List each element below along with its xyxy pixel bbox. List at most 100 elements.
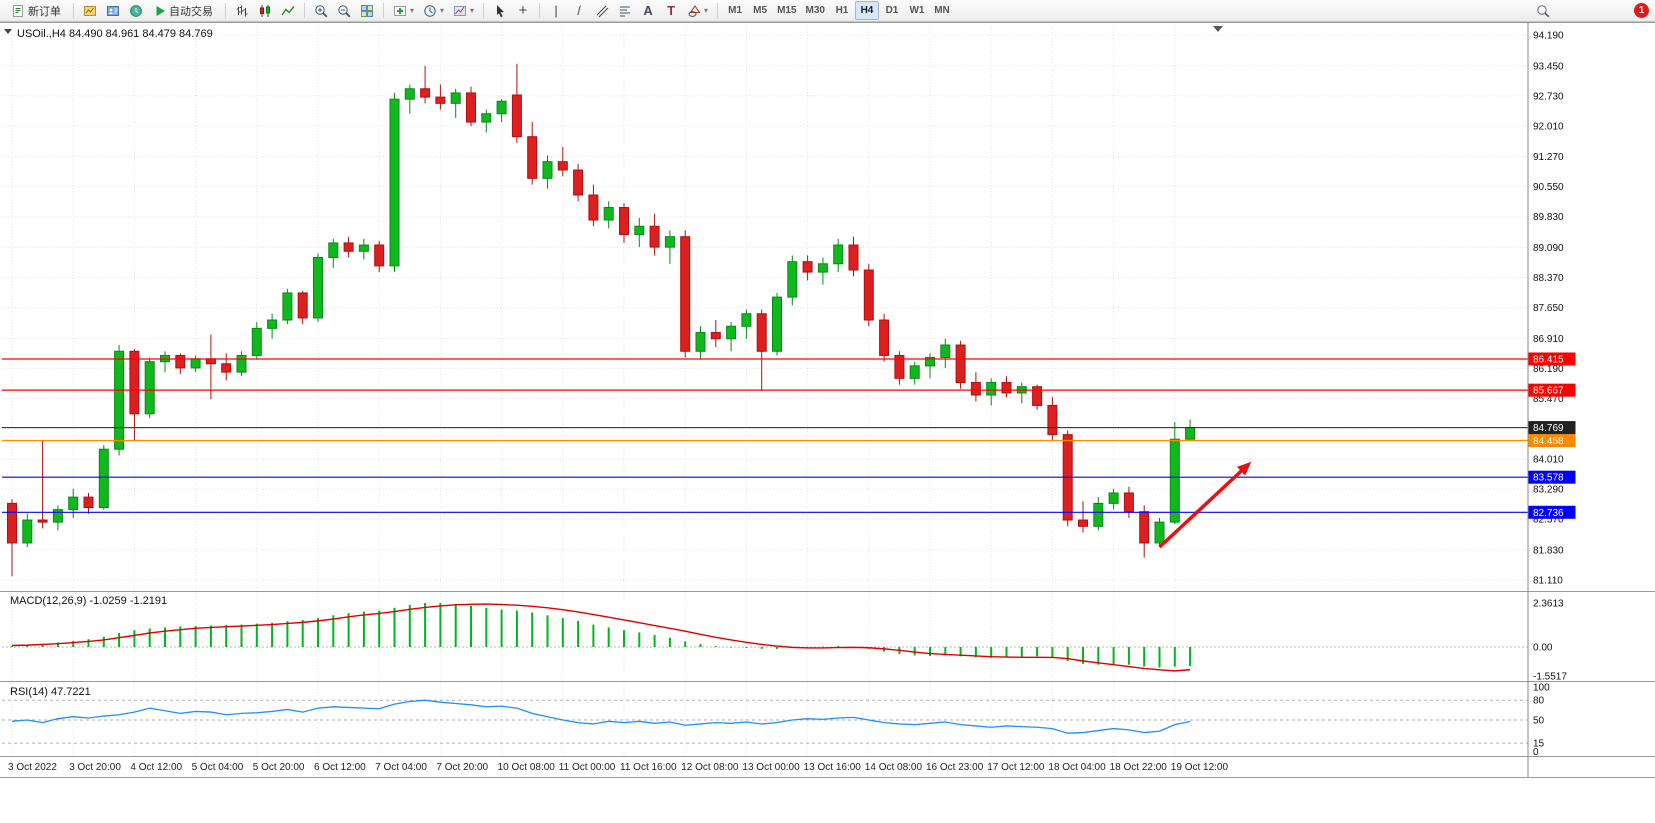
new-order-icon (11, 4, 25, 18)
market-watch-icon (129, 4, 143, 18)
notification-badge[interactable]: 1 (1634, 3, 1649, 18)
level-lines[interactable] (2, 358, 1528, 513)
label-tool-button[interactable]: T (660, 1, 682, 20)
svg-text:7 Oct 04:00: 7 Oct 04:00 (375, 762, 427, 773)
svg-text:15: 15 (1533, 739, 1545, 750)
svg-text:94.190: 94.190 (1533, 31, 1564, 42)
macd-panel[interactable] (2, 602, 1528, 672)
svg-text:11 Oct 16:00: 11 Oct 16:00 (620, 762, 677, 773)
candlestick-chart-button[interactable] (254, 1, 276, 20)
svg-text:82.736: 82.736 (1533, 508, 1564, 519)
profiles-button[interactable] (102, 1, 124, 20)
svg-text:83.290: 83.290 (1533, 485, 1564, 496)
timeframe-h4-button[interactable]: H4 (854, 1, 879, 20)
market-watch-button[interactable] (125, 1, 147, 20)
chart-shift-marker[interactable] (1213, 26, 1223, 32)
svg-text:MACD(12,26,9) -1.0259 -1.2191: MACD(12,26,9) -1.0259 -1.2191 (10, 595, 167, 607)
clock-icon (423, 4, 437, 18)
timeframe-m5-button[interactable]: M5 (748, 1, 772, 20)
tile-windows-button[interactable] (356, 1, 378, 20)
trendline-icon: / (577, 3, 581, 18)
trendline-button[interactable]: / (568, 1, 590, 20)
timeframe-m30-button[interactable]: M30 (802, 1, 829, 20)
one-click-trading-toggle[interactable] (4, 29, 12, 34)
main-toolbar: 新订单 自动交易 ▾ (0, 0, 1655, 22)
svg-text:5 Oct 04:00: 5 Oct 04:00 (192, 762, 244, 773)
zoom-out-icon (337, 4, 351, 18)
panel-separators (0, 22, 1655, 778)
cursor-icon (493, 4, 507, 18)
svg-text:USOil.,H4 84.490 84.961 84.47: USOil.,H4 84.490 84.961 84.479 84.769 (17, 28, 213, 40)
template-icon (453, 4, 467, 18)
auto-trading-button[interactable]: 自动交易 (148, 1, 220, 20)
price-axis[interactable]: 94.190 93.450 92.730 92.010 91.270 90.550 89.8… (1528, 31, 1576, 587)
svg-text:18 Oct 22:00: 18 Oct 22:00 (1110, 762, 1168, 773)
timeframe-d1-button[interactable]: D1 (880, 1, 904, 20)
bar-chart-icon (235, 4, 249, 18)
timeframe-m15-button[interactable]: M15 (773, 1, 800, 20)
zoom-in-button[interactable] (310, 1, 332, 20)
svg-text:50: 50 (1533, 716, 1545, 727)
label-tool-icon: T (667, 3, 676, 18)
timeframe-h1-button[interactable]: H1 (830, 1, 854, 20)
shapes-icon (687, 4, 701, 18)
zoom-in-icon (314, 4, 328, 18)
time-axis[interactable]: 3 Oct 2022 3 Oct 20:00 4 Oct 12:00 5 Oct 04… (8, 762, 1228, 773)
svg-text:83.578: 83.578 (1533, 473, 1564, 484)
templates-button[interactable]: ▾ (449, 1, 478, 20)
fibonacci-button[interactable] (614, 1, 636, 20)
toolbar-separator (304, 3, 305, 18)
text-tool-button[interactable]: A (637, 1, 659, 20)
zoom-out-button[interactable] (333, 1, 355, 20)
indicators-button[interactable]: ▾ (389, 1, 418, 20)
channel-button[interactable] (591, 1, 613, 20)
charts-button[interactable] (79, 1, 101, 20)
svg-text:86.190: 86.190 (1533, 364, 1564, 375)
svg-text:2.3613: 2.3613 (1533, 598, 1564, 609)
svg-text:7 Oct 20:00: 7 Oct 20:00 (436, 762, 488, 773)
cursor-button[interactable] (489, 1, 511, 20)
shapes-button[interactable]: ▾ (683, 1, 712, 20)
svg-text:91.270: 91.270 (1533, 152, 1564, 163)
svg-text:89.090: 89.090 (1533, 243, 1564, 254)
line-chart-button[interactable] (277, 1, 299, 20)
timeframe-w1-button[interactable]: W1 (905, 1, 929, 20)
svg-text:0: 0 (1533, 747, 1539, 758)
rsi-panel[interactable] (2, 699, 1528, 744)
toolbar-separator (225, 3, 226, 18)
dropdown-icon: ▾ (410, 6, 415, 15)
svg-text:0.00: 0.00 (1533, 643, 1553, 654)
svg-text:93.450: 93.450 (1533, 61, 1564, 72)
toolbar-separator (73, 3, 74, 18)
periods-button[interactable]: ▾ (419, 1, 448, 20)
search-button[interactable] (1532, 1, 1554, 20)
annotation-arrow[interactable] (1158, 461, 1252, 549)
new-order-button[interactable]: 新订单 (4, 1, 68, 20)
svg-text:81.110: 81.110 (1533, 576, 1563, 587)
chart-window-icon (83, 4, 97, 18)
timeframe-mn-button[interactable]: MN (930, 1, 954, 20)
indicators-icon (393, 4, 407, 18)
vertical-line-icon: | (554, 3, 558, 18)
svg-text:18 Oct 04:00: 18 Oct 04:00 (1048, 762, 1106, 773)
chart-area[interactable]: 94.190 93.450 92.730 92.010 91.270 90.550 89.8… (0, 22, 1655, 823)
new-order-label: 新订单 (28, 5, 61, 18)
svg-text:87.650: 87.650 (1533, 303, 1564, 314)
chart-background (0, 22, 1655, 823)
bar-chart-button[interactable] (231, 1, 253, 20)
tile-windows-icon (360, 4, 374, 18)
play-icon (155, 5, 166, 17)
svg-text:RSI(14) 47.7221: RSI(14) 47.7221 (10, 686, 91, 698)
toolbar-separator (483, 3, 485, 18)
toolbar-separator (383, 3, 384, 18)
svg-text:92.010: 92.010 (1533, 121, 1564, 132)
vertical-line-button[interactable]: | (545, 1, 567, 20)
candles-layer[interactable] (7, 63, 1196, 577)
crosshair-button[interactable]: + (512, 1, 534, 20)
timeframe-m1-button[interactable]: M1 (723, 1, 747, 20)
svg-text:84.010: 84.010 (1533, 455, 1564, 466)
svg-text:89.830: 89.830 (1533, 212, 1564, 223)
svg-text:82.570: 82.570 (1533, 515, 1564, 526)
candlestick-icon (258, 4, 272, 18)
